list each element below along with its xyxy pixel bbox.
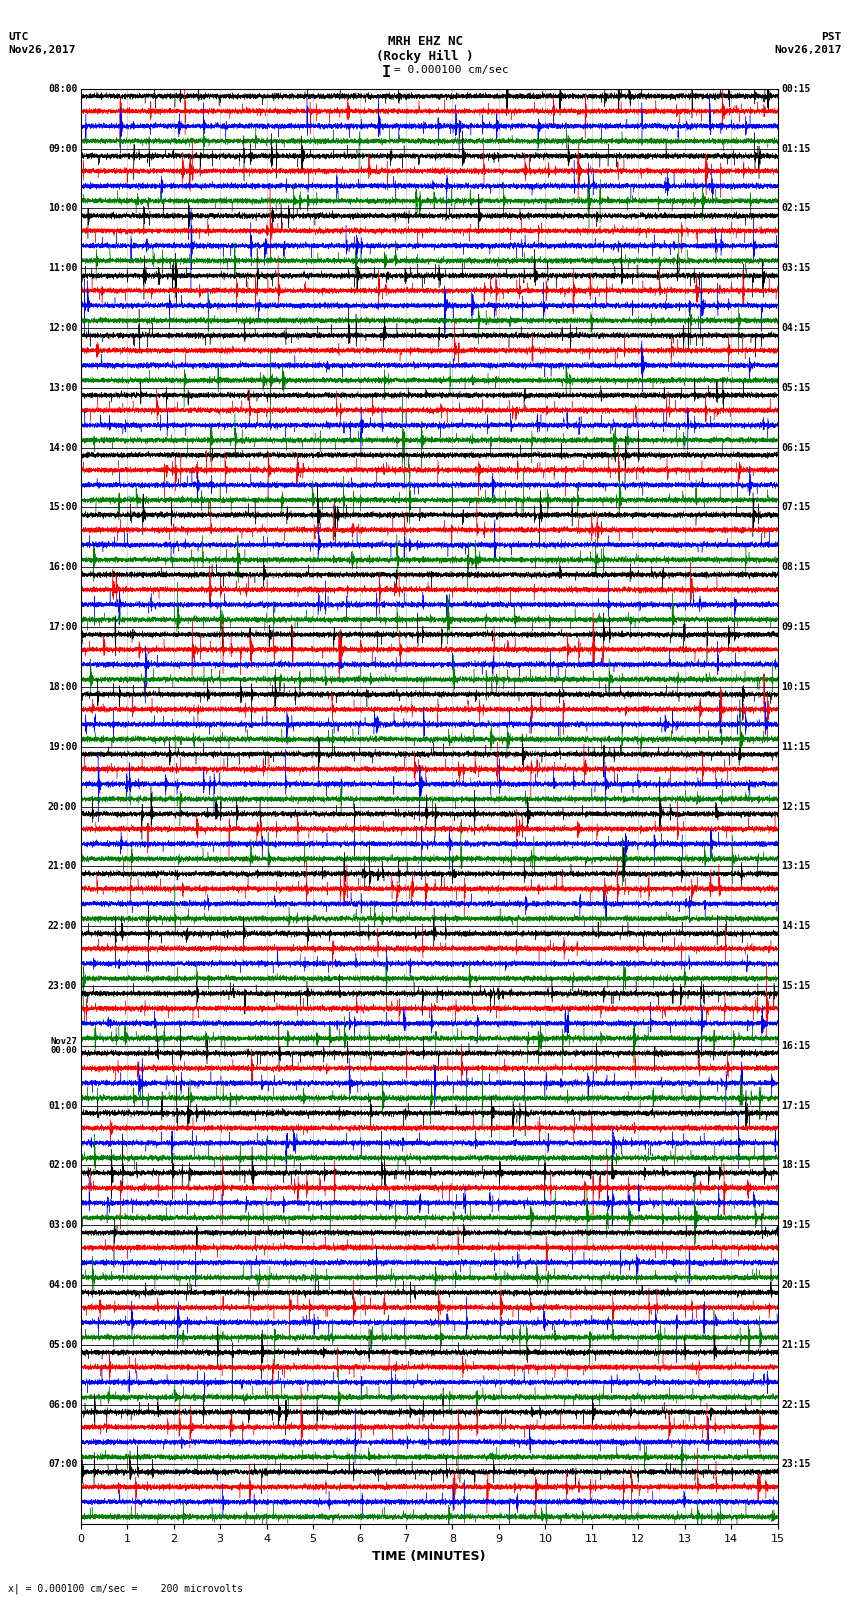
Text: 08:15: 08:15 <box>781 563 811 573</box>
Text: 02:15: 02:15 <box>781 203 811 213</box>
Text: 04:15: 04:15 <box>781 323 811 332</box>
Text: 10:00: 10:00 <box>48 203 77 213</box>
Text: 21:00: 21:00 <box>48 861 77 871</box>
Text: 09:00: 09:00 <box>48 144 77 153</box>
Text: 10:15: 10:15 <box>781 682 811 692</box>
Text: 07:00: 07:00 <box>48 1460 77 1469</box>
Text: 11:15: 11:15 <box>781 742 811 752</box>
Text: PST: PST <box>821 32 842 42</box>
Text: 03:15: 03:15 <box>781 263 811 273</box>
Text: 23:00: 23:00 <box>48 981 77 990</box>
Text: 01:15: 01:15 <box>781 144 811 153</box>
Text: 22:00: 22:00 <box>48 921 77 931</box>
Text: (Rocky Hill ): (Rocky Hill ) <box>377 50 473 63</box>
Text: 12:15: 12:15 <box>781 802 811 811</box>
Text: 16:00: 16:00 <box>48 563 77 573</box>
Text: 02:00: 02:00 <box>48 1160 77 1171</box>
Text: 13:00: 13:00 <box>48 382 77 394</box>
Text: 22:15: 22:15 <box>781 1400 811 1410</box>
Text: 16:15: 16:15 <box>781 1040 811 1050</box>
Text: 19:00: 19:00 <box>48 742 77 752</box>
Text: 00:00: 00:00 <box>50 1045 77 1055</box>
Text: Nov27: Nov27 <box>50 1037 77 1045</box>
X-axis label: TIME (MINUTES): TIME (MINUTES) <box>372 1550 486 1563</box>
Text: = 0.000100 cm/sec: = 0.000100 cm/sec <box>394 65 508 74</box>
Text: 18:15: 18:15 <box>781 1160 811 1171</box>
Text: 12:00: 12:00 <box>48 323 77 332</box>
Text: 15:15: 15:15 <box>781 981 811 990</box>
Text: 20:15: 20:15 <box>781 1281 811 1290</box>
Text: 21:15: 21:15 <box>781 1340 811 1350</box>
Text: 15:00: 15:00 <box>48 502 77 513</box>
Text: UTC: UTC <box>8 32 29 42</box>
Text: 03:00: 03:00 <box>48 1219 77 1231</box>
Text: 13:15: 13:15 <box>781 861 811 871</box>
Text: 09:15: 09:15 <box>781 623 811 632</box>
Text: 14:00: 14:00 <box>48 442 77 453</box>
Text: MRH EHZ NC: MRH EHZ NC <box>388 35 462 48</box>
Text: 23:15: 23:15 <box>781 1460 811 1469</box>
Text: 17:00: 17:00 <box>48 623 77 632</box>
Text: 06:00: 06:00 <box>48 1400 77 1410</box>
Text: 07:15: 07:15 <box>781 502 811 513</box>
Text: 00:15: 00:15 <box>781 84 811 94</box>
Text: 18:00: 18:00 <box>48 682 77 692</box>
Text: 14:15: 14:15 <box>781 921 811 931</box>
Text: 19:15: 19:15 <box>781 1219 811 1231</box>
Text: 01:00: 01:00 <box>48 1100 77 1111</box>
Text: x| = 0.000100 cm/sec =    200 microvolts: x| = 0.000100 cm/sec = 200 microvolts <box>8 1582 243 1594</box>
Text: Nov26,2017: Nov26,2017 <box>8 45 76 55</box>
Text: 06:15: 06:15 <box>781 442 811 453</box>
Text: 05:15: 05:15 <box>781 382 811 394</box>
Text: 11:00: 11:00 <box>48 263 77 273</box>
Text: 08:00: 08:00 <box>48 84 77 94</box>
Text: Nov26,2017: Nov26,2017 <box>774 45 842 55</box>
Text: 17:15: 17:15 <box>781 1100 811 1111</box>
Text: 05:00: 05:00 <box>48 1340 77 1350</box>
Text: I: I <box>382 65 391 79</box>
Text: 20:00: 20:00 <box>48 802 77 811</box>
Text: 04:00: 04:00 <box>48 1281 77 1290</box>
